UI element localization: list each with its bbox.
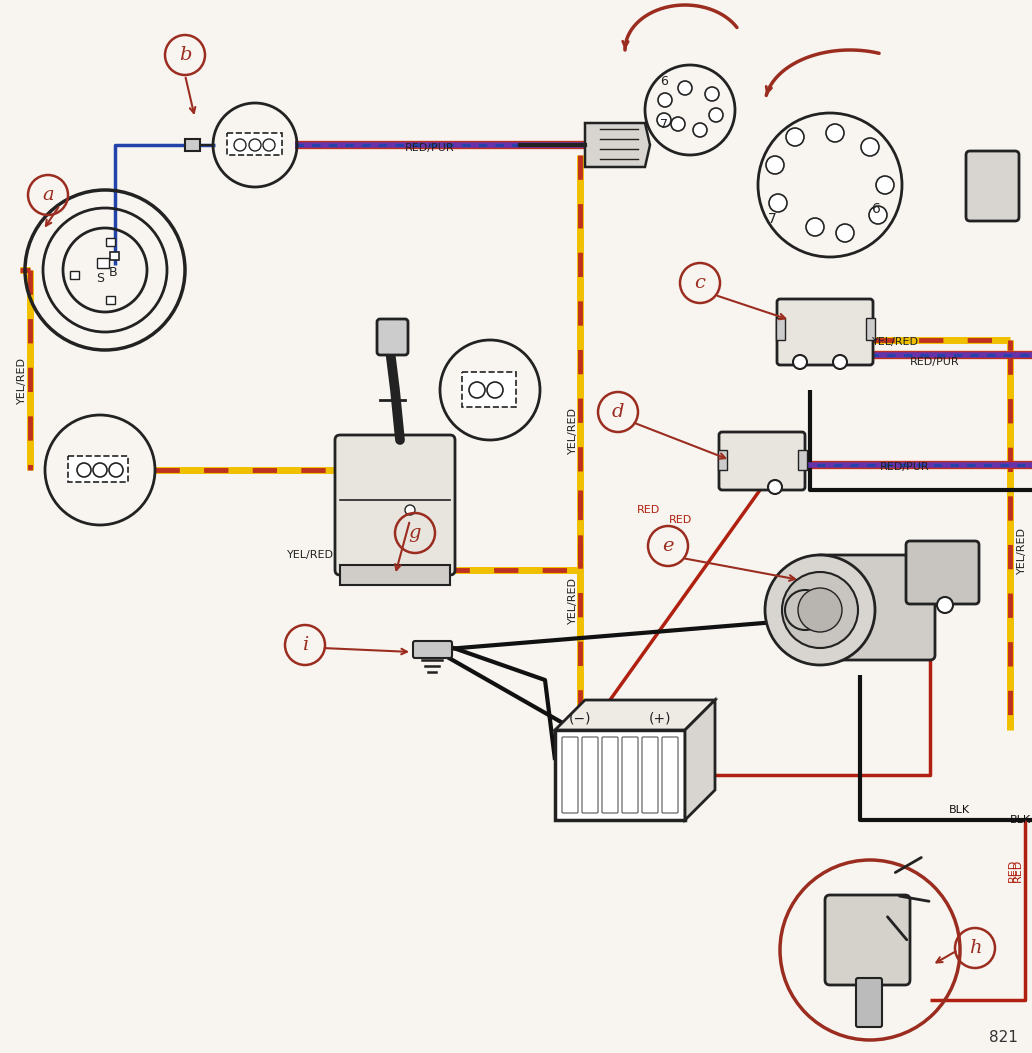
- Text: YEL/RED: YEL/RED: [17, 357, 27, 403]
- Text: BLK: BLK: [1009, 815, 1031, 824]
- Circle shape: [861, 138, 879, 156]
- Text: 821: 821: [989, 1031, 1018, 1046]
- Circle shape: [782, 572, 858, 648]
- Text: B: B: [108, 266, 118, 279]
- Text: (+): (+): [649, 711, 671, 726]
- Circle shape: [869, 206, 886, 224]
- Text: YEL/RED: YEL/RED: [871, 337, 918, 347]
- FancyBboxPatch shape: [68, 456, 128, 482]
- Circle shape: [833, 355, 847, 369]
- FancyBboxPatch shape: [719, 432, 805, 490]
- FancyBboxPatch shape: [642, 737, 658, 813]
- Text: h: h: [969, 939, 981, 957]
- Circle shape: [836, 224, 854, 242]
- Circle shape: [709, 108, 723, 122]
- Circle shape: [93, 463, 107, 477]
- Circle shape: [234, 139, 246, 151]
- FancyBboxPatch shape: [462, 372, 516, 408]
- FancyBboxPatch shape: [70, 271, 79, 279]
- Text: S: S: [96, 272, 104, 284]
- FancyBboxPatch shape: [798, 450, 807, 470]
- FancyBboxPatch shape: [718, 450, 727, 470]
- Text: YEL/RED: YEL/RED: [568, 406, 578, 454]
- FancyBboxPatch shape: [555, 730, 685, 820]
- FancyBboxPatch shape: [106, 296, 115, 304]
- Circle shape: [469, 382, 485, 398]
- Circle shape: [109, 463, 123, 477]
- Text: RED/PUR: RED/PUR: [910, 357, 960, 367]
- Text: RED: RED: [1008, 858, 1018, 881]
- Circle shape: [705, 87, 719, 101]
- Polygon shape: [555, 700, 715, 730]
- Text: (−): (−): [569, 711, 591, 726]
- Circle shape: [405, 505, 415, 515]
- Circle shape: [77, 463, 91, 477]
- Text: e: e: [663, 537, 674, 555]
- Text: YEL/RED: YEL/RED: [287, 550, 333, 560]
- Circle shape: [657, 113, 671, 127]
- Circle shape: [768, 480, 782, 494]
- Circle shape: [263, 139, 275, 151]
- Text: 6: 6: [872, 202, 881, 216]
- FancyBboxPatch shape: [227, 133, 282, 155]
- Text: d: d: [612, 403, 624, 421]
- Circle shape: [793, 355, 807, 369]
- FancyBboxPatch shape: [815, 555, 935, 660]
- FancyBboxPatch shape: [777, 299, 873, 365]
- Text: b: b: [179, 46, 191, 64]
- Text: YEL/RED: YEL/RED: [568, 576, 578, 623]
- Polygon shape: [585, 123, 650, 167]
- FancyBboxPatch shape: [340, 565, 450, 585]
- FancyBboxPatch shape: [562, 737, 578, 813]
- FancyBboxPatch shape: [906, 541, 979, 604]
- FancyBboxPatch shape: [825, 895, 910, 985]
- Text: 7: 7: [768, 212, 777, 226]
- Text: 6: 6: [660, 75, 668, 88]
- FancyBboxPatch shape: [110, 252, 119, 260]
- FancyBboxPatch shape: [97, 258, 109, 269]
- Text: c: c: [695, 274, 706, 292]
- FancyBboxPatch shape: [856, 978, 882, 1027]
- Circle shape: [798, 588, 842, 632]
- Circle shape: [658, 93, 672, 107]
- Circle shape: [487, 382, 503, 398]
- FancyBboxPatch shape: [185, 139, 200, 151]
- Circle shape: [694, 123, 707, 137]
- FancyBboxPatch shape: [602, 737, 618, 813]
- Polygon shape: [685, 700, 715, 820]
- FancyBboxPatch shape: [622, 737, 638, 813]
- FancyBboxPatch shape: [966, 151, 1019, 221]
- FancyBboxPatch shape: [662, 737, 678, 813]
- Circle shape: [786, 128, 804, 146]
- Circle shape: [765, 555, 875, 665]
- FancyBboxPatch shape: [413, 641, 452, 658]
- Text: RED: RED: [1013, 858, 1023, 881]
- FancyBboxPatch shape: [776, 318, 785, 340]
- Circle shape: [249, 139, 261, 151]
- FancyBboxPatch shape: [866, 318, 875, 340]
- Text: RED/PUR: RED/PUR: [406, 143, 455, 153]
- FancyBboxPatch shape: [377, 319, 408, 355]
- Circle shape: [671, 117, 685, 131]
- FancyBboxPatch shape: [335, 435, 455, 575]
- Text: BLK: BLK: [948, 804, 970, 815]
- FancyBboxPatch shape: [106, 238, 115, 246]
- Text: RED: RED: [669, 515, 691, 525]
- Text: a: a: [42, 186, 54, 204]
- Circle shape: [937, 597, 953, 613]
- Text: 7: 7: [660, 118, 668, 131]
- Circle shape: [766, 156, 784, 174]
- Circle shape: [806, 218, 824, 236]
- Text: RED/PUR: RED/PUR: [880, 462, 930, 472]
- Circle shape: [678, 81, 692, 95]
- Text: i: i: [302, 636, 309, 654]
- Circle shape: [769, 194, 787, 212]
- Circle shape: [826, 124, 844, 142]
- FancyBboxPatch shape: [582, 737, 598, 813]
- Circle shape: [876, 176, 894, 194]
- Text: g: g: [409, 524, 421, 542]
- Text: RED: RED: [637, 505, 659, 515]
- Text: YEL/RED: YEL/RED: [1017, 526, 1027, 574]
